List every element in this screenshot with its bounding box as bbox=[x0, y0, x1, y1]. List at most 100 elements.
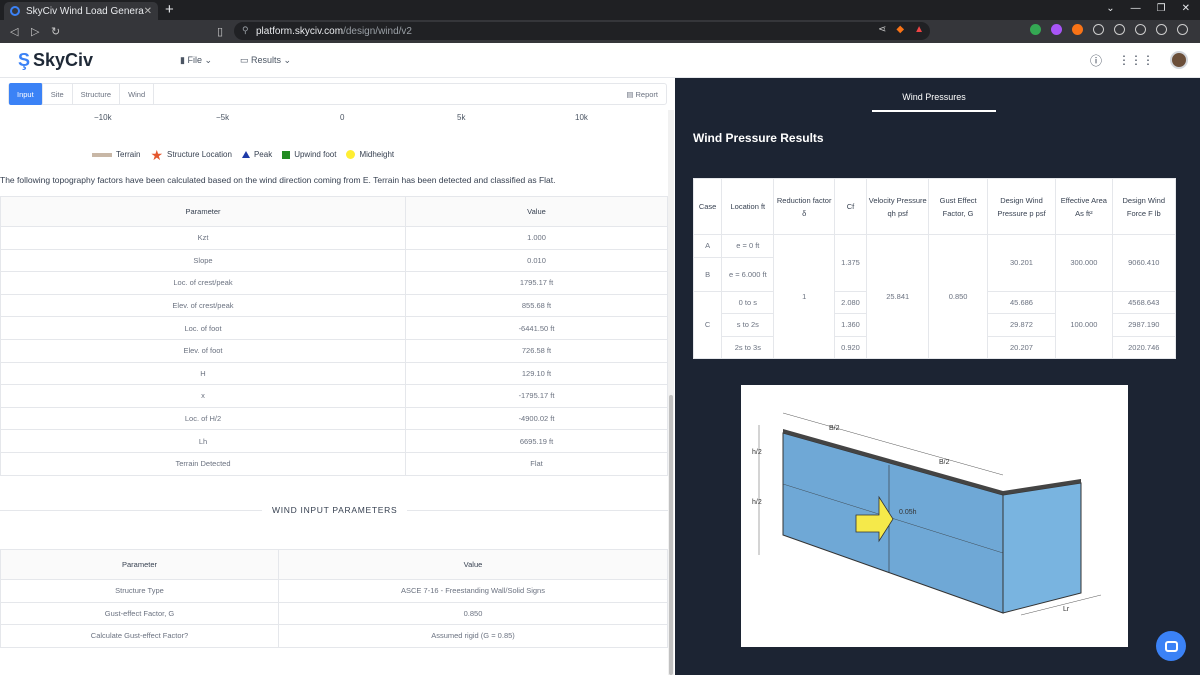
section-title: WIND INPUT PARAMETERS bbox=[262, 505, 408, 515]
table-row: Lh 6695.19 ft bbox=[0, 429, 668, 453]
tab-structure[interactable]: Structure bbox=[73, 83, 121, 105]
tab-wind-pressures[interactable]: Wind Pressures bbox=[872, 92, 996, 112]
table-row: H 129.10 ft bbox=[0, 361, 668, 386]
topo-value-cell: 6695.19 ft bbox=[405, 429, 668, 453]
close-tab-icon[interactable]: ✕ bbox=[143, 5, 152, 17]
address-bar[interactable]: ⚲ platform.skyciv.com/design/wind/v2 ⋖ ◆… bbox=[234, 22, 930, 40]
column-header: Case bbox=[692, 178, 723, 235]
wind-value-cell: Assumed rigid (G = 0.85) bbox=[278, 624, 668, 648]
file-menu[interactable]: ▮ File ⌄ bbox=[180, 55, 213, 65]
topo-legend: Terrain ★ Structure Location Peak Upwind … bbox=[92, 146, 394, 163]
restore-icon[interactable]: ❐ bbox=[1156, 3, 1166, 14]
triangle-icon bbox=[241, 151, 250, 158]
topo-value-cell: 726.58 ft bbox=[405, 338, 668, 363]
url-host: platform.skyciv.com bbox=[256, 25, 344, 37]
cf-cell: 1.360 bbox=[833, 313, 868, 337]
brave-shield-icon[interactable]: ◆ bbox=[896, 24, 905, 35]
site-info-icon[interactable]: ⚲ bbox=[242, 25, 249, 35]
results-title: Wind Pressure Results bbox=[693, 131, 824, 145]
share-icon[interactable]: ⋖ bbox=[878, 24, 887, 35]
tab-site[interactable]: Site bbox=[43, 83, 73, 105]
close-window-icon[interactable]: ✕ bbox=[1181, 3, 1190, 14]
topo-note: The following topography factors have be… bbox=[0, 175, 556, 185]
legend-terrain: Terrain bbox=[92, 150, 140, 159]
topo-param-cell: Loc. of crest/peak bbox=[0, 271, 406, 295]
location-cell: s to 2s bbox=[721, 313, 775, 337]
tab-search-icon[interactable]: ⌄ bbox=[1106, 3, 1115, 14]
chat-support-button[interactable] bbox=[1156, 631, 1186, 661]
minimize-icon[interactable]: — bbox=[1130, 3, 1141, 14]
topo-param-cell: Elev. of foot bbox=[0, 338, 406, 363]
skyciv-logo[interactable]: Ş SkyCiv bbox=[18, 50, 93, 71]
column-header: Design Wind Force F lb bbox=[1111, 178, 1177, 235]
browser-toolbar: ◁ ▷ ↻ ▯ ⚲ platform.skyciv.com/design/win… bbox=[0, 20, 1200, 43]
legend-peak: Peak bbox=[241, 150, 272, 159]
help-icon[interactable]: ⓘ bbox=[1089, 53, 1102, 68]
brave-rewards-icon[interactable]: ▲ bbox=[914, 24, 924, 35]
skyciv-logo-icon: Ş bbox=[18, 50, 31, 70]
tab-wind[interactable]: Wind bbox=[120, 83, 155, 105]
column-header: Cf bbox=[833, 178, 868, 235]
color-picker-icon[interactable] bbox=[1051, 24, 1062, 35]
wind-value-cell: ASCE 7-16 - Freestanding Wall/Solid Sign… bbox=[278, 579, 668, 603]
legend-structure: ★ Structure Location bbox=[150, 146, 232, 163]
qh-cell: 25.841 bbox=[866, 233, 930, 360]
topo-value-cell: 1795.17 ft bbox=[405, 271, 668, 295]
wind-pressure-table: Case Location ft Reduction factor δ Cf V… bbox=[692, 178, 1177, 360]
location-cell: e = 0 ft bbox=[721, 234, 775, 258]
menu-icon[interactable] bbox=[1177, 24, 1188, 35]
column-header: Parameter bbox=[0, 196, 406, 227]
browser-tab[interactable]: SkyCiv Wind Load Generat ✕ bbox=[4, 2, 158, 20]
wall-diagram: B/2 B/2 h/2 h/2 0.05h Lr bbox=[741, 385, 1128, 647]
cf-cell: 1.375 bbox=[833, 234, 868, 292]
bookmark-icon[interactable]: ▯ bbox=[217, 26, 224, 38]
diagram-label: h/2 bbox=[752, 499, 762, 506]
topo-value-cell: -1795.17 ft bbox=[405, 384, 668, 408]
location-cell: 0 to s bbox=[721, 290, 775, 315]
column-header: Value bbox=[278, 549, 668, 580]
topo-value-cell: -4900.02 ft bbox=[405, 406, 668, 431]
table-row: Terrain Detected Flat bbox=[0, 451, 668, 476]
avatar[interactable] bbox=[1170, 51, 1188, 69]
new-tab-button[interactable]: + bbox=[165, 1, 174, 18]
topo-param-cell: H bbox=[0, 361, 406, 386]
extensions-icon[interactable] bbox=[1093, 24, 1104, 35]
apps-grid-icon[interactable]: ⋮⋮⋮ bbox=[1118, 53, 1154, 67]
f-cell: 9060.410 bbox=[1111, 234, 1177, 292]
location-cell: 2s to 3s bbox=[721, 335, 775, 360]
reload-icon[interactable]: ↻ bbox=[51, 26, 61, 38]
grammarly-icon[interactable] bbox=[1030, 24, 1041, 35]
sidebar-icon[interactable] bbox=[1135, 24, 1146, 35]
back-icon[interactable]: ◁ bbox=[10, 26, 19, 38]
as-cell: 300.000 bbox=[1055, 234, 1113, 292]
case-cell: C bbox=[692, 290, 723, 360]
forward-icon[interactable]: ▷ bbox=[31, 26, 40, 38]
topo-param-cell: Kzt bbox=[0, 226, 406, 250]
as-cell: 100.000 bbox=[1055, 290, 1113, 360]
case-cell: B bbox=[692, 256, 723, 292]
app-header: Ş SkyCiv ▮ File ⌄ ▭ Results ⌄ ⓘ ⋮⋮⋮ bbox=[0, 43, 1200, 78]
wallet-icon[interactable] bbox=[1156, 24, 1167, 35]
scrollbar-thumb[interactable] bbox=[669, 395, 673, 675]
g-cell: 0.850 bbox=[928, 233, 988, 360]
topo-value-cell: -6441.50 ft bbox=[405, 316, 668, 340]
report-button[interactable]: ▤ Report bbox=[626, 90, 658, 99]
f-cell: 4568.643 bbox=[1111, 290, 1177, 315]
input-tabs: Input Site Structure Wind ▤ Report bbox=[8, 83, 667, 105]
p-cell: 29.872 bbox=[986, 313, 1057, 337]
download-icon[interactable] bbox=[1114, 24, 1125, 35]
results-menu[interactable]: ▭ Results ⌄ bbox=[240, 55, 292, 65]
scrollbar[interactable] bbox=[668, 110, 674, 675]
metamask-icon[interactable] bbox=[1072, 24, 1083, 35]
p-cell: 20.207 bbox=[986, 335, 1057, 360]
topo-param-cell: Lh bbox=[0, 429, 406, 453]
column-header: Effective Area As ft² bbox=[1055, 178, 1113, 235]
topo-param-cell: Elev. of crest/peak bbox=[0, 293, 406, 318]
legend-midheight: Midheight bbox=[346, 150, 394, 159]
tab-input[interactable]: Input bbox=[9, 83, 43, 105]
column-header: Parameter bbox=[0, 549, 279, 580]
topo-param-cell: x bbox=[0, 384, 406, 408]
table-row: Structure Type ASCE 7-16 - Freestanding W… bbox=[0, 579, 668, 603]
url-path: /design/wind/v2 bbox=[343, 25, 412, 37]
report-label: Report bbox=[635, 90, 658, 99]
